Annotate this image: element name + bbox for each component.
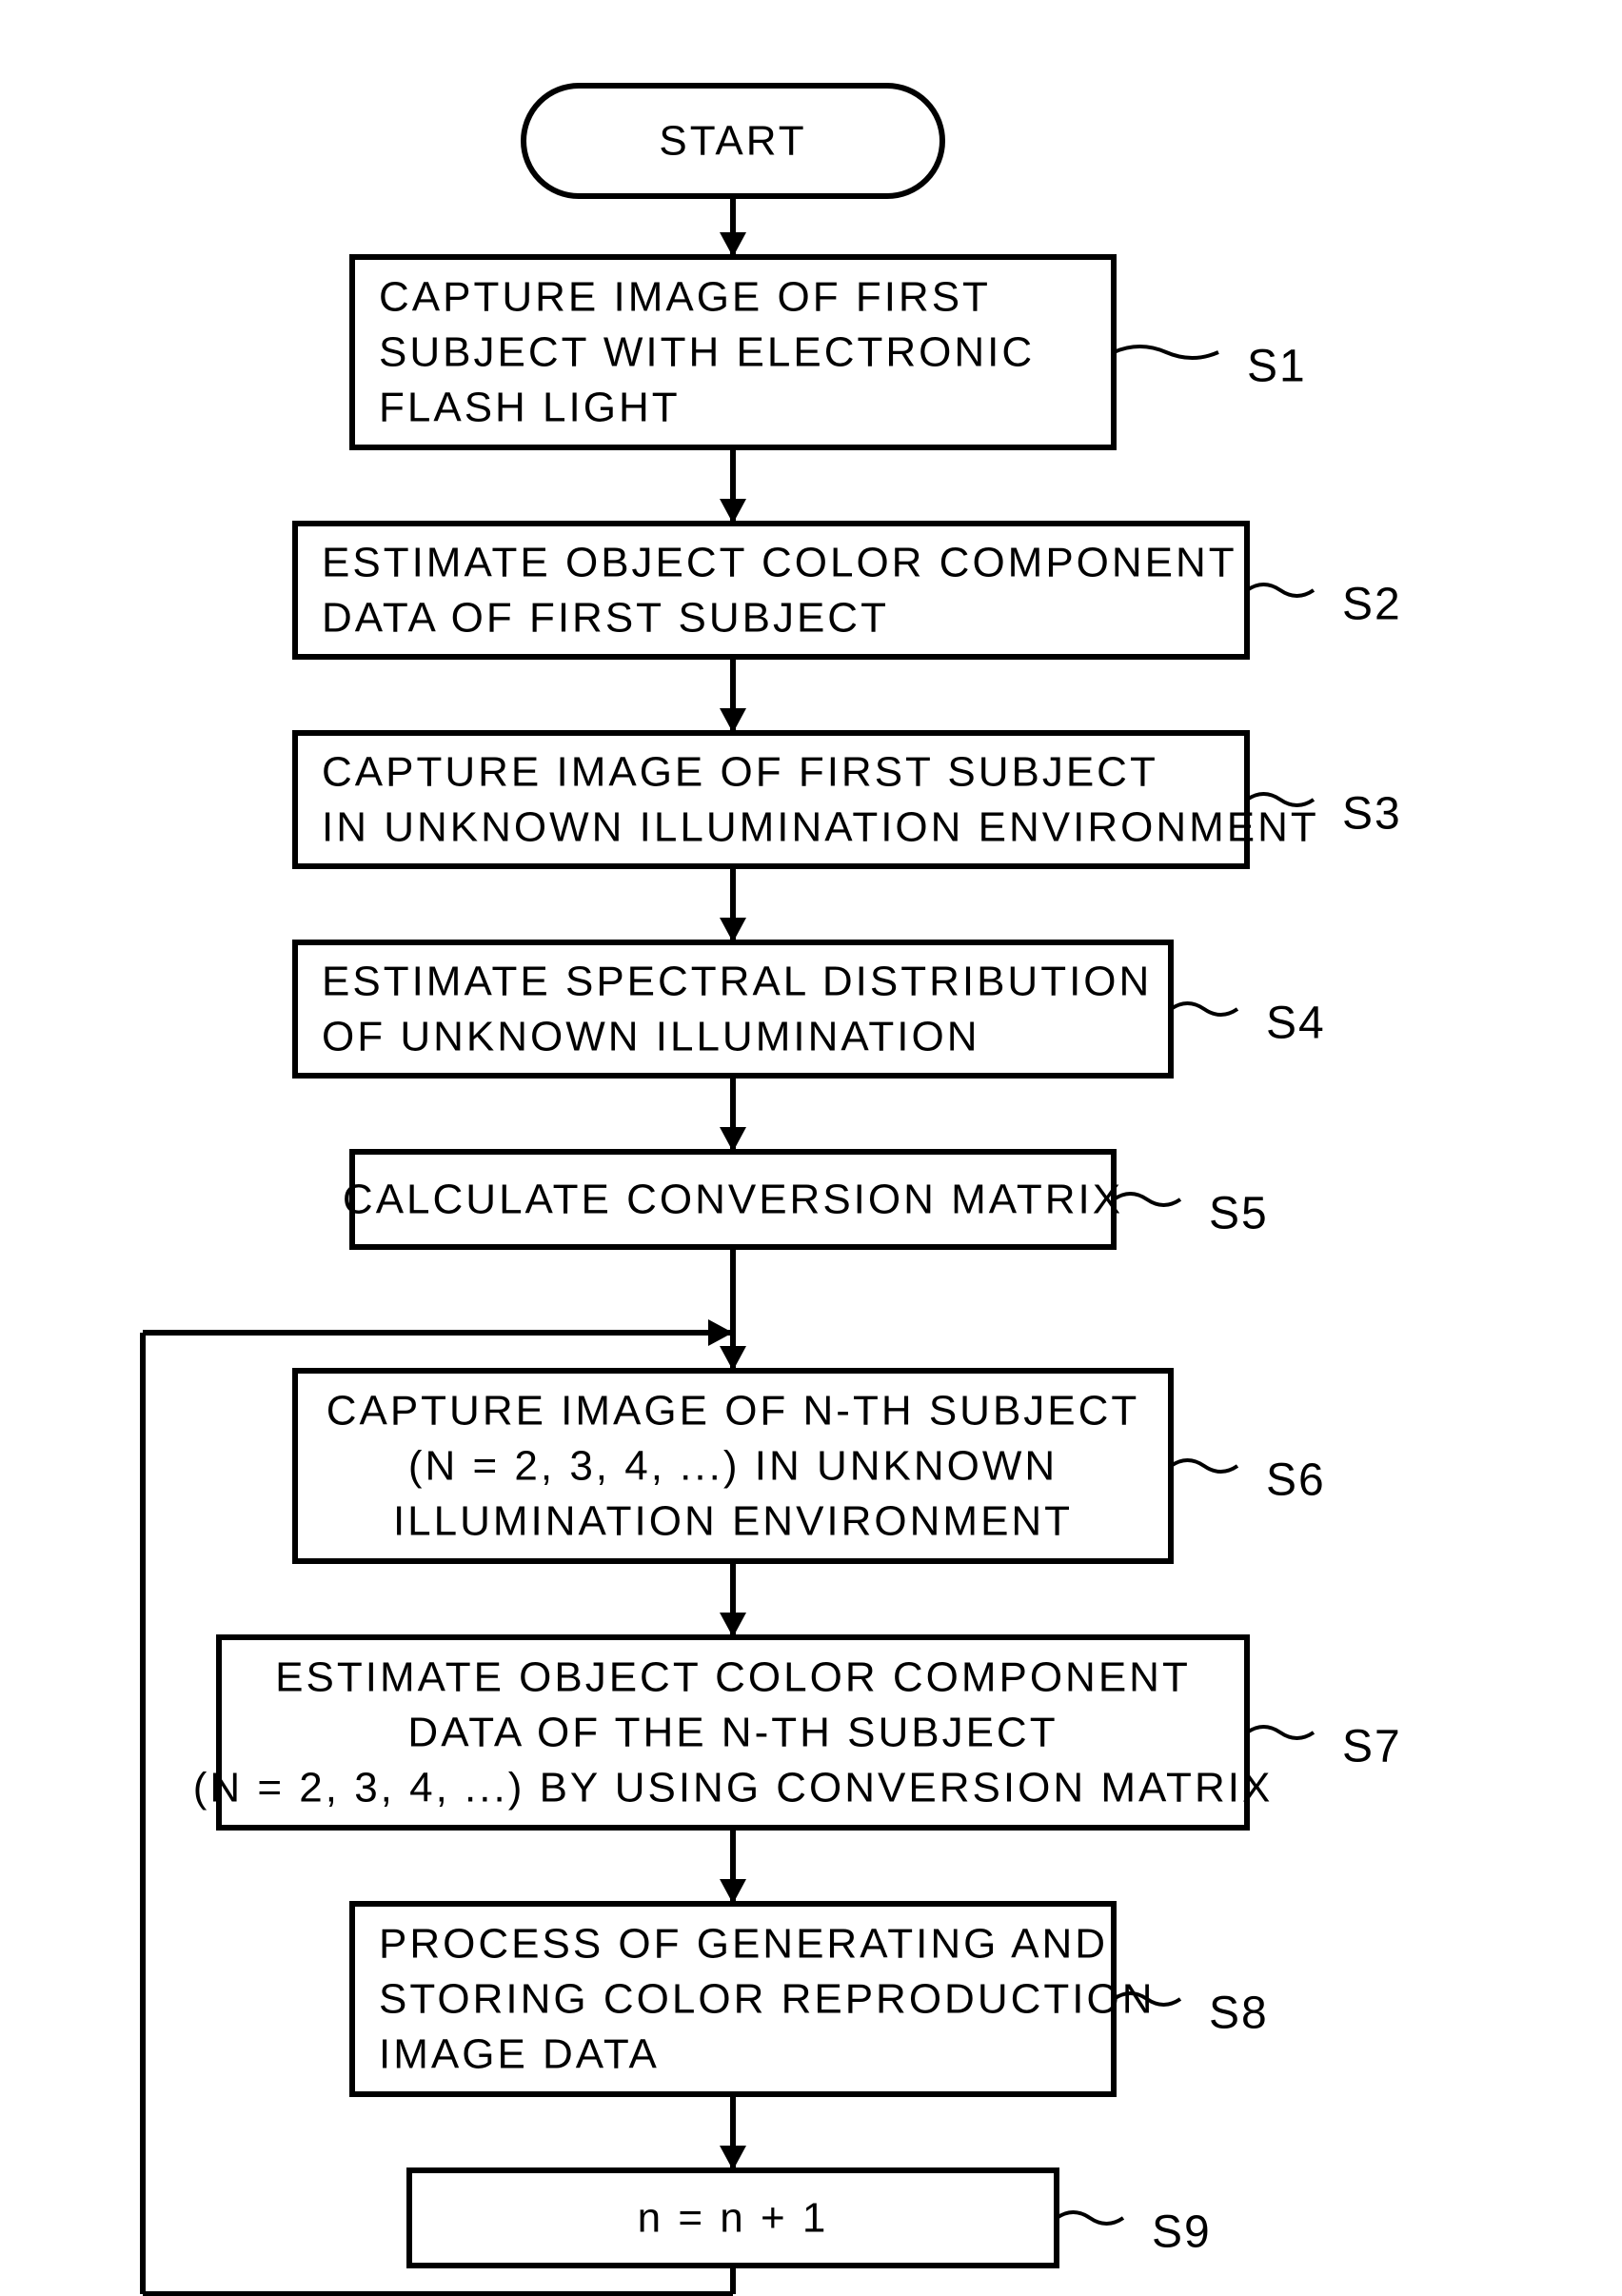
step-s2-line: DATA OF FIRST SUBJECT	[322, 595, 889, 642]
terminal-start-label: START	[659, 118, 806, 165]
step-s4-line: OF UNKNOWN ILLUMINATION	[322, 1014, 980, 1060]
step-s2-line: ESTIMATE OBJECT COLOR COMPONENT	[322, 540, 1237, 586]
step-s4-line: ESTIMATE SPECTRAL DISTRIBUTION	[322, 959, 1152, 1005]
step-s8: PROCESS OF GENERATING AND STORING COLOR R…	[352, 1904, 1155, 2094]
step-s1-line: FLASH LIGHT	[379, 385, 681, 431]
step-s4-label: S4	[1266, 999, 1326, 1049]
step-s4: ESTIMATE SPECTRAL DISTRIBUTION OF UNKNOWN…	[295, 942, 1171, 1076]
step-s7-line: (N = 2, 3, 4, ...) BY USING CONVERSION M…	[193, 1765, 1274, 1811]
step-s6: CAPTURE IMAGE OF N-TH SUBJECT (N = 2, 3, …	[295, 1371, 1171, 1561]
terminal-start: START	[524, 86, 942, 196]
step-s7-line: ESTIMATE OBJECT COLOR COMPONENT	[275, 1654, 1191, 1701]
step-s1: CAPTURE IMAGE OF FIRST SUBJECT WITH ELECT…	[352, 257, 1114, 447]
step-s8-line: PROCESS OF GENERATING AND	[379, 1921, 1108, 1968]
step-s6-line: (N = 2, 3, 4, ...) IN UNKNOWN	[408, 1443, 1058, 1490]
step-s5-label: S5	[1209, 1189, 1269, 1239]
step-s9-label: S9	[1152, 2207, 1212, 2258]
step-s1-label: S1	[1247, 342, 1307, 392]
step-s1-line: CAPTURE IMAGE OF FIRST	[379, 274, 991, 321]
step-s8-line: IMAGE DATA	[379, 2031, 660, 2078]
step-s7-line: DATA OF THE N-TH SUBJECT	[407, 1710, 1058, 1756]
step-s9-line: n = n + 1	[638, 2195, 829, 2242]
step-s2: ESTIMATE OBJECT COLOR COMPONENT DATA OF F…	[295, 524, 1247, 657]
step-s1-line: SUBJECT WITH ELECTRONIC	[379, 329, 1035, 376]
step-s5: CALCULATE CONVERSION MATRIX	[343, 1152, 1123, 1247]
step-s5-line: CALCULATE CONVERSION MATRIX	[343, 1177, 1123, 1223]
step-s3-line: IN UNKNOWN ILLUMINATION ENVIRONMENT	[322, 804, 1319, 851]
step-s6-line: ILLUMINATION ENVIRONMENT	[393, 1498, 1073, 1545]
step-s3-label: S3	[1342, 789, 1402, 840]
step-s6-line: CAPTURE IMAGE OF N-TH SUBJECT	[326, 1388, 1140, 1435]
step-s3-line: CAPTURE IMAGE OF FIRST SUBJECT	[322, 749, 1158, 796]
step-s7: ESTIMATE OBJECT COLOR COMPONENT DATA OF T…	[193, 1637, 1274, 1828]
step-s6-label: S6	[1266, 1455, 1326, 1506]
step-s3: CAPTURE IMAGE OF FIRST SUBJECT IN UNKNOWN…	[295, 733, 1319, 866]
step-s9: n = n + 1	[409, 2170, 1057, 2266]
step-s8-label: S8	[1209, 1989, 1269, 2039]
step-s8-line: STORING COLOR REPRODUCTION	[379, 1976, 1155, 2023]
step-s7-label: S7	[1342, 1722, 1402, 1772]
step-s2-label: S2	[1342, 580, 1402, 630]
